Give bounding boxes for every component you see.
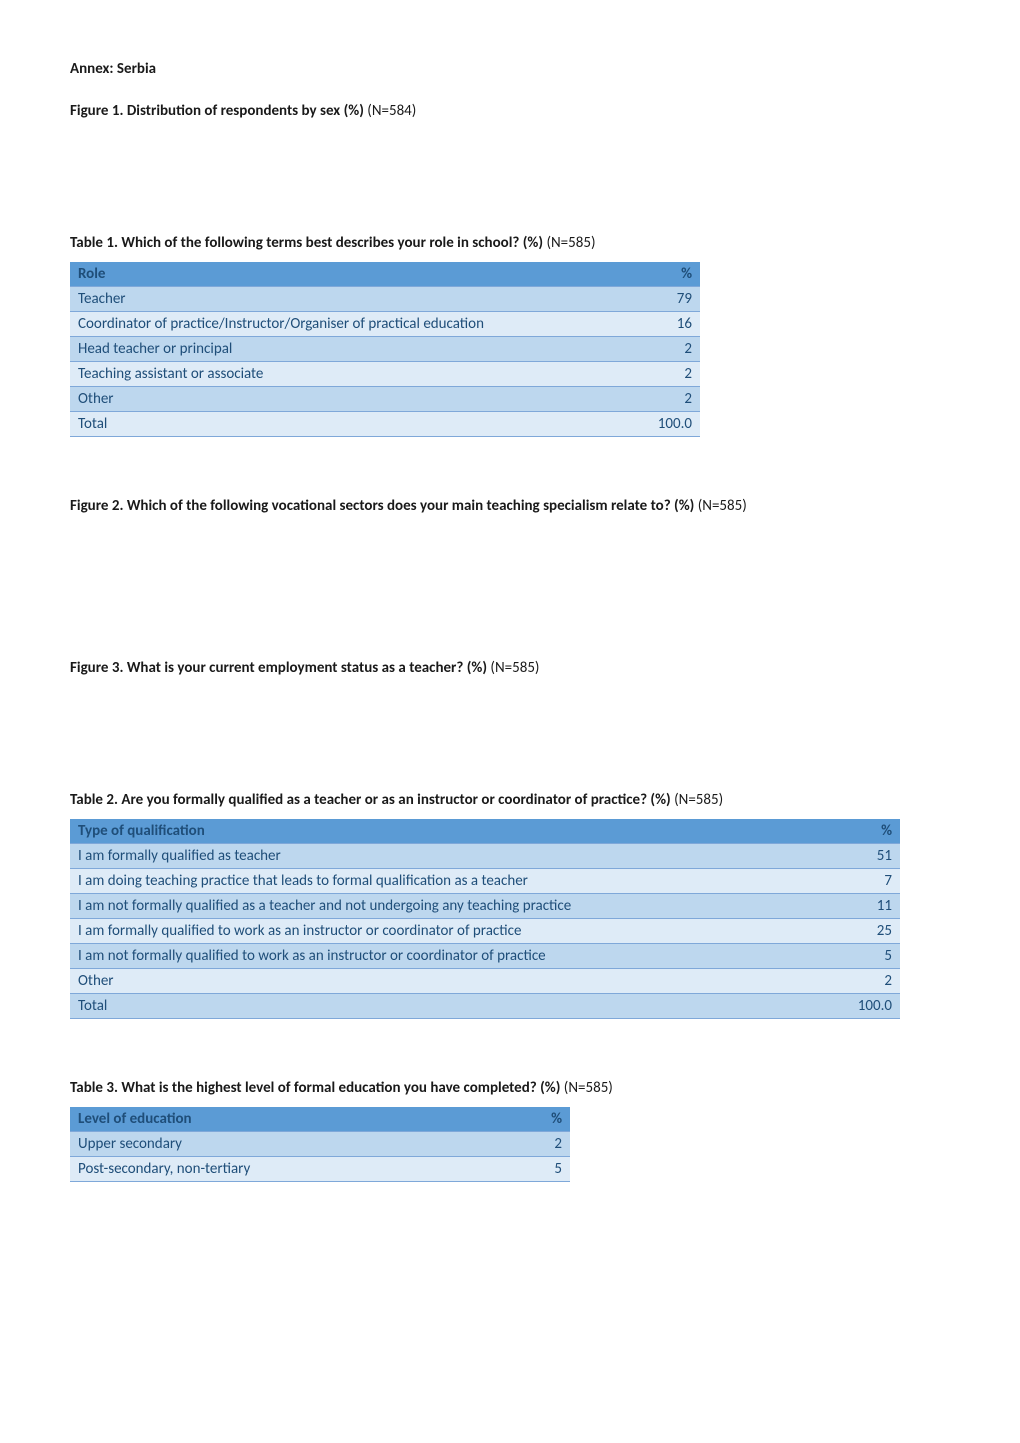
table-cell: 25 bbox=[758, 919, 900, 944]
table-row: Total100.0 bbox=[70, 994, 900, 1019]
table-cell: Head teacher or principal bbox=[70, 337, 580, 362]
education-level-table: Level of education%Upper secondary2Post-… bbox=[70, 1107, 570, 1182]
doc-title: Annex: Serbia bbox=[70, 60, 950, 78]
table-row: Head teacher or principal2 bbox=[70, 337, 700, 362]
table-row: I am doing teaching practice that leads … bbox=[70, 869, 900, 894]
table-cell: 51 bbox=[758, 844, 900, 869]
table-caption: Table 1. Which of the following terms be… bbox=[70, 234, 950, 252]
figure-caption: Figure 2. Which of the following vocatio… bbox=[70, 497, 950, 515]
table-label: Table 3. What is the highest level of fo… bbox=[70, 1079, 560, 1097]
table-cell: I am formally qualified to work as an in… bbox=[70, 919, 758, 944]
table-cell: Teaching assistant or associate bbox=[70, 362, 580, 387]
table-cell: 2 bbox=[580, 337, 700, 362]
table-cell: I am not formally qualified to work as a… bbox=[70, 944, 758, 969]
table-n: (N=585) bbox=[560, 1079, 612, 1097]
figure-caption: Figure 3. What is your current employmen… bbox=[70, 659, 950, 677]
table-row: Other2 bbox=[70, 387, 700, 412]
table-cell: Total bbox=[70, 412, 580, 437]
table-label: Table 1. Which of the following terms be… bbox=[70, 234, 543, 252]
table-cell: 5 bbox=[758, 944, 900, 969]
table-row: I am formally qualified as teacher51 bbox=[70, 844, 900, 869]
spacer bbox=[70, 1027, 950, 1055]
table-row: Total100.0 bbox=[70, 412, 700, 437]
figure-label: Figure 2. Which of the following vocatio… bbox=[70, 497, 694, 515]
table-n: (N=585) bbox=[543, 234, 595, 252]
table-cell: 11 bbox=[758, 894, 900, 919]
table-row: I am formally qualified to work as an in… bbox=[70, 919, 900, 944]
table-cell: 100.0 bbox=[758, 994, 900, 1019]
table-header-cell: % bbox=[758, 819, 900, 844]
table-header-cell: % bbox=[580, 262, 700, 287]
figure-n: (N=585) bbox=[694, 497, 746, 515]
table-cell: Coordinator of practice/Instructor/Organ… bbox=[70, 312, 580, 337]
table-header-cell: Role bbox=[70, 262, 580, 287]
spacer bbox=[70, 445, 950, 473]
table-row: Post-secondary, non-tertiary5 bbox=[70, 1157, 570, 1182]
table-cell: 2 bbox=[758, 969, 900, 994]
table-cell: Upper secondary bbox=[70, 1132, 461, 1157]
table-caption: Table 2. Are you formally qualified as a… bbox=[70, 791, 950, 809]
figure-n: (N=584) bbox=[364, 102, 416, 120]
table-cell: 7 bbox=[758, 869, 900, 894]
table-cell: 79 bbox=[580, 287, 700, 312]
table-cell: Other bbox=[70, 387, 580, 412]
table-n: (N=585) bbox=[671, 791, 723, 809]
spacer bbox=[70, 525, 950, 635]
table-cell: Post-secondary, non-tertiary bbox=[70, 1157, 461, 1182]
figure-label: Figure 1. Distribution of respondents by… bbox=[70, 102, 364, 120]
table-cell: Other bbox=[70, 969, 758, 994]
table-cell: 2 bbox=[580, 387, 700, 412]
table-row: Teaching assistant or associate2 bbox=[70, 362, 700, 387]
qualification-table: Type of qualification%I am formally qual… bbox=[70, 819, 900, 1019]
table-header-cell: Type of qualification bbox=[70, 819, 758, 844]
table-cell: 2 bbox=[580, 362, 700, 387]
figure-caption: Figure 1. Distribution of respondents by… bbox=[70, 102, 950, 120]
table-row: Coordinator of practice/Instructor/Organ… bbox=[70, 312, 700, 337]
table-cell: 16 bbox=[580, 312, 700, 337]
table-cell: I am not formally qualified as a teacher… bbox=[70, 894, 758, 919]
table-cell: Total bbox=[70, 994, 758, 1019]
figure-n: (N=585) bbox=[487, 659, 539, 677]
table-row: I am not formally qualified as a teacher… bbox=[70, 894, 900, 919]
figure-label: Figure 3. What is your current employmen… bbox=[70, 659, 487, 677]
spacer bbox=[70, 130, 950, 210]
table-cell: I am formally qualified as teacher bbox=[70, 844, 758, 869]
table-row: Upper secondary2 bbox=[70, 1132, 570, 1157]
table-cell: 2 bbox=[461, 1132, 570, 1157]
role-table: Role%Teacher79Coordinator of practice/In… bbox=[70, 262, 700, 437]
table-row: Other2 bbox=[70, 969, 900, 994]
table-cell: 100.0 bbox=[580, 412, 700, 437]
table-header-cell: % bbox=[461, 1107, 570, 1132]
table-caption: Table 3. What is the highest level of fo… bbox=[70, 1079, 950, 1097]
table-header-cell: Level of education bbox=[70, 1107, 461, 1132]
table-cell: Teacher bbox=[70, 287, 580, 312]
table-cell: 5 bbox=[461, 1157, 570, 1182]
table-label: Table 2. Are you formally qualified as a… bbox=[70, 791, 671, 809]
table-row: I am not formally qualified to work as a… bbox=[70, 944, 900, 969]
spacer bbox=[70, 687, 950, 767]
table-row: Teacher79 bbox=[70, 287, 700, 312]
table-cell: I am doing teaching practice that leads … bbox=[70, 869, 758, 894]
